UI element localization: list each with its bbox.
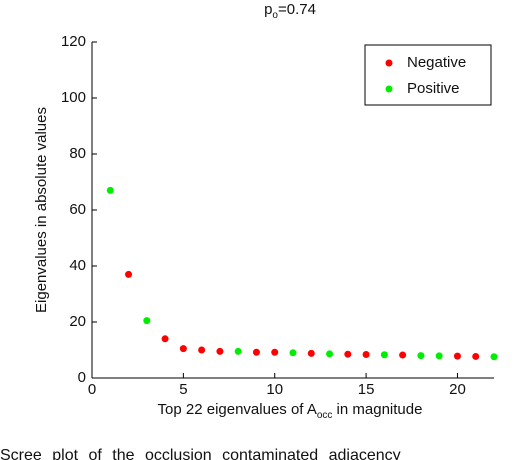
- y-tick-label: 20: [69, 313, 86, 330]
- point: [125, 270, 133, 278]
- point: [271, 348, 279, 356]
- legend-marker: [385, 59, 393, 67]
- point: [143, 317, 151, 325]
- point: [417, 352, 425, 360]
- legend-label: Negative: [407, 54, 466, 71]
- legend-marker: [385, 85, 393, 93]
- y-tick-label: 100: [61, 89, 86, 106]
- caption: Scree plot of the occlusion contaminated…: [0, 447, 401, 460]
- y-axis-label: Eigenvalues in absolute values: [33, 107, 50, 313]
- x-axis-label: Top 22 eigenvalues of Aocc in magnitude: [158, 401, 423, 421]
- point: [490, 353, 498, 361]
- point: [380, 351, 388, 359]
- point: [106, 186, 114, 194]
- point: [326, 350, 334, 358]
- x-tick-label: 5: [179, 381, 187, 398]
- point: [399, 351, 407, 359]
- x-tick-label: 0: [88, 381, 96, 398]
- legend-box: [364, 44, 492, 106]
- y-tick-label: 60: [69, 201, 86, 218]
- x-tick-label: 10: [266, 381, 283, 398]
- point: [472, 352, 480, 360]
- y-tick-label: 80: [69, 145, 86, 162]
- point: [453, 352, 461, 360]
- point: [252, 348, 260, 356]
- point: [289, 349, 297, 357]
- point: [216, 347, 224, 355]
- point: [307, 349, 315, 357]
- point: [435, 352, 443, 360]
- point: [198, 346, 206, 354]
- x-tick-label: 20: [449, 381, 466, 398]
- y-tick-label: 0: [78, 369, 86, 386]
- point: [234, 347, 242, 355]
- chart-title: po=0.74: [264, 1, 316, 21]
- y-tick-label: 40: [69, 257, 86, 274]
- point: [344, 350, 352, 358]
- legend-label: Positive: [407, 80, 460, 97]
- point: [179, 345, 187, 353]
- point: [161, 335, 169, 343]
- y-tick-label: 120: [61, 33, 86, 50]
- point: [362, 350, 370, 358]
- x-tick-label: 15: [358, 381, 375, 398]
